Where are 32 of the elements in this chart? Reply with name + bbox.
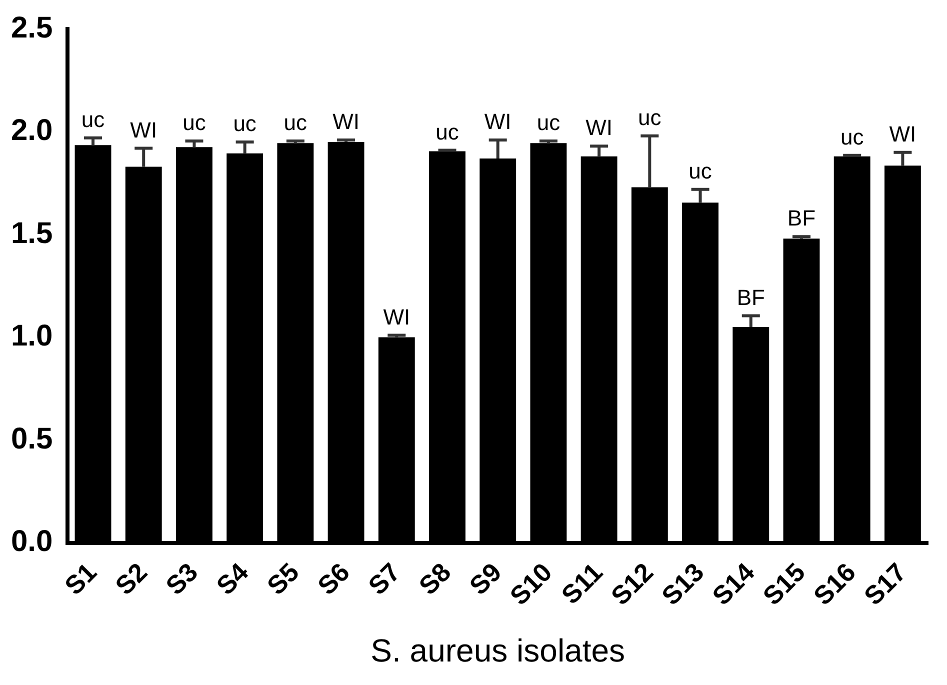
data-label: uc bbox=[284, 110, 308, 136]
y-tick-label: 2.5 bbox=[10, 11, 53, 44]
y-tick-label: 1.5 bbox=[10, 216, 53, 250]
x-tick-label: S1 bbox=[58, 556, 102, 601]
data-label: WI bbox=[586, 115, 613, 140]
x-axis-title: S. aureus isolates bbox=[370, 632, 626, 669]
x-tick-label: S2 bbox=[109, 556, 153, 601]
data-label: uc bbox=[182, 110, 206, 136]
x-tick-label: S6 bbox=[312, 556, 356, 601]
data-label: BF bbox=[787, 206, 816, 231]
data-label: uc bbox=[688, 158, 712, 184]
data-label: uc bbox=[233, 111, 256, 136]
y-tick-label: 0.0 bbox=[10, 525, 53, 558]
x-tick-label: S7 bbox=[362, 556, 406, 601]
data-label: WI bbox=[484, 109, 512, 134]
data-label: uc bbox=[638, 104, 662, 130]
x-tick-label: S8 bbox=[412, 556, 457, 601]
data-label: WI bbox=[130, 117, 158, 142]
y-tick-label: 2.0 bbox=[10, 114, 53, 148]
data-label: WI bbox=[889, 121, 916, 146]
data-label: WI bbox=[332, 109, 360, 134]
data-label: uc bbox=[840, 124, 864, 150]
data-label: uc bbox=[536, 110, 560, 136]
x-tick-label: S4 bbox=[210, 556, 255, 601]
data-label: uc bbox=[81, 106, 105, 132]
y-tick-label: 0.5 bbox=[10, 422, 53, 456]
data-label: WI bbox=[383, 304, 410, 330]
data-label: BF bbox=[736, 284, 765, 310]
x-tick-label: S5 bbox=[261, 556, 305, 601]
y-tick-label: 1.0 bbox=[10, 320, 53, 353]
data-label: uc bbox=[436, 119, 459, 144]
x-tick-label: S3 bbox=[160, 556, 204, 601]
